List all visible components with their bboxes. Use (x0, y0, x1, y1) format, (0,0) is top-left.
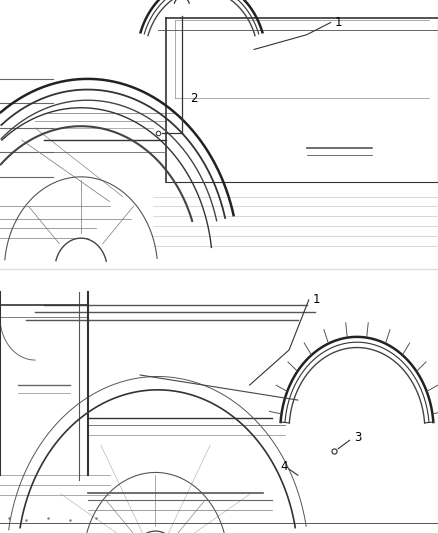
Text: 2: 2 (191, 92, 198, 105)
Text: 4: 4 (280, 460, 288, 473)
Text: 1: 1 (313, 293, 321, 306)
Text: 3: 3 (354, 431, 361, 444)
Text: 1: 1 (335, 16, 343, 29)
